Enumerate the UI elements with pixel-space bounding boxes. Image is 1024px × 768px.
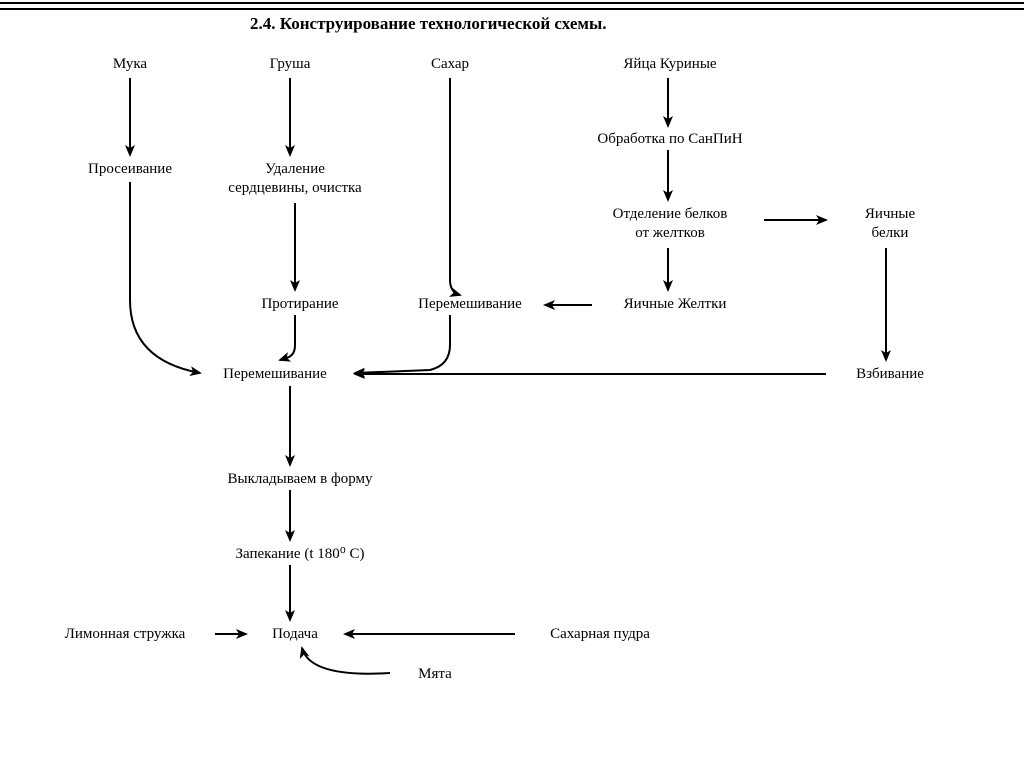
node-protir: Протирание: [240, 295, 360, 314]
edge-proseiv-to-peremesh2: [130, 182, 200, 373]
node-yabel: Яичные белки: [830, 205, 950, 243]
node-sahar: Сахар: [410, 55, 490, 74]
node-sanpin: Обработка по СанПиН: [570, 130, 770, 149]
node-proseiv: Просеивание: [70, 160, 190, 179]
edge-myata-to-podacha: [302, 648, 390, 674]
node-peremesh1: Перемешивание: [400, 295, 540, 314]
node-grusha: Груша: [250, 55, 330, 74]
node-pudra: Сахарная пудра: [520, 625, 680, 644]
node-vykl: Выкладываем в форму: [200, 470, 400, 489]
edge-peremesh1-to-peremesh2: [355, 315, 450, 373]
top-rule-2: [0, 8, 1024, 10]
flowchart-canvas: 2.4. Конструирование технологической схе…: [0, 0, 1024, 768]
node-title: 2.4. Конструирование технологической схе…: [250, 14, 770, 34]
node-yaica: Яйца Куриные: [590, 55, 750, 74]
edges-layer: [0, 0, 1024, 768]
edge-protir-to-peremesh2: [280, 315, 295, 360]
node-zapek: Запекание (t 180⁰ С): [210, 545, 390, 564]
node-vzbiv: Взбивание: [830, 365, 950, 384]
node-muka: Мука: [90, 55, 170, 74]
node-myata: Мята: [395, 665, 475, 684]
node-zheltki: Яичные Желтки: [595, 295, 755, 314]
edge-sahar-to-peremesh1: [450, 78, 460, 295]
node-udal: Удаление сердцевины, очистка: [210, 160, 380, 198]
node-limon: Лимонная стружка: [40, 625, 210, 644]
node-peremesh2: Перемешивание: [205, 365, 345, 384]
node-podacha: Подача: [250, 625, 340, 644]
node-otdel: Отделение белков от желтков: [580, 205, 760, 243]
top-rule-1: [0, 2, 1024, 4]
